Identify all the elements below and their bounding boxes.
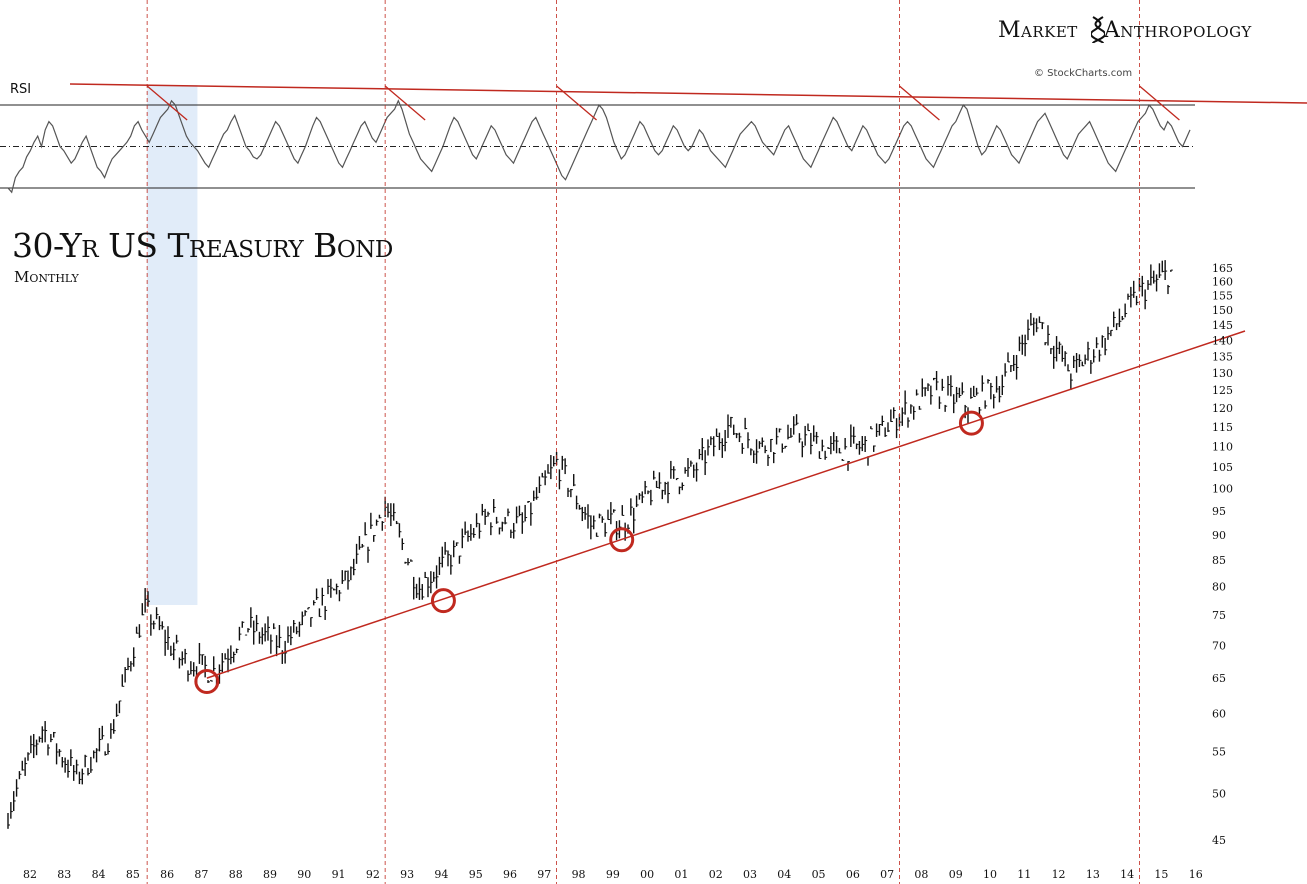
rsi-peak-line-2015 — [1139, 85, 1180, 121]
x-tick-label: 00 — [640, 868, 654, 881]
x-tick-label: 94 — [434, 868, 448, 881]
rsi-peak-line-1993 — [384, 85, 426, 121]
y-tick-label: 50 — [1212, 788, 1226, 801]
x-tick-label: 01 — [674, 868, 688, 881]
x-tick-label: 08 — [914, 868, 928, 881]
y-tick-label: 75 — [1212, 609, 1226, 622]
credit-label: © StockCharts.com — [1034, 68, 1133, 79]
y-tick-label: 110 — [1212, 441, 1233, 454]
x-tick-label: 15 — [1154, 868, 1168, 881]
rsi-trendline — [69, 83, 1307, 104]
x-tick-label: 82 — [23, 868, 37, 881]
y-tick-label: 150 — [1212, 304, 1233, 317]
x-tick-label: 87 — [194, 868, 208, 881]
low-marker-1 — [430, 588, 456, 614]
rsi-peak-line-1998 — [556, 85, 597, 121]
brand-right: Anthropology — [1103, 18, 1252, 43]
x-tick-label: 88 — [229, 868, 243, 881]
y-tick-label: 85 — [1212, 554, 1226, 567]
trendlines — [69, 83, 1307, 695]
y-tick-label: 165 — [1212, 262, 1233, 275]
x-tick-label: 03 — [743, 868, 757, 881]
y-tick-label: 105 — [1212, 461, 1233, 474]
x-tick-label: 09 — [949, 868, 963, 881]
y-tick-label: 130 — [1212, 367, 1233, 380]
low-marker-2 — [609, 527, 635, 553]
y-tick-label: 60 — [1212, 707, 1226, 720]
x-tick-label: 04 — [777, 868, 791, 881]
price-panel — [7, 260, 1173, 829]
x-tick-label: 96 — [503, 868, 517, 881]
x-tick-label: 02 — [709, 868, 723, 881]
x-tick-label: 91 — [332, 868, 346, 881]
y-tick-label: 135 — [1212, 350, 1233, 363]
y-tick-label: 160 — [1212, 276, 1233, 289]
axes: 4550556065707580859095100105110115120125… — [23, 262, 1233, 881]
rsi-peak-line-2008 — [899, 85, 940, 121]
y-tick-label: 155 — [1212, 290, 1233, 303]
x-tick-label: 99 — [606, 868, 620, 881]
y-tick-label: 145 — [1212, 319, 1233, 332]
x-tick-label: 97 — [537, 868, 551, 881]
chart-title: 30-Yr US Treasury Bond — [12, 226, 393, 265]
x-tick-label: 07 — [880, 868, 894, 881]
x-tick-label: 84 — [92, 868, 106, 881]
low-marker-3 — [958, 410, 984, 436]
y-tick-label: 125 — [1212, 384, 1233, 397]
highlight-band — [147, 85, 198, 605]
x-tick-label: 06 — [846, 868, 860, 881]
x-tick-label: 92 — [366, 868, 380, 881]
y-tick-label: 45 — [1212, 834, 1226, 847]
x-tick-label: 14 — [1120, 868, 1134, 881]
y-tick-label: 95 — [1212, 505, 1226, 518]
dna-helix-icon — [1091, 16, 1105, 44]
x-tick-label: 83 — [57, 868, 71, 881]
rsi-series-line — [7, 99, 1191, 194]
x-tick-label: 89 — [263, 868, 277, 881]
y-tick-label: 115 — [1212, 421, 1233, 434]
y-tick-label: 120 — [1212, 402, 1233, 415]
rsi-peak-line-1986 — [146, 85, 188, 121]
y-tick-label: 140 — [1212, 334, 1233, 347]
x-tick-label: 13 — [1086, 868, 1100, 881]
x-tick-label: 05 — [812, 868, 826, 881]
chart-subtitle: Monthly — [14, 268, 79, 286]
brand-left: Market — [998, 18, 1078, 43]
y-tick-label: 65 — [1212, 672, 1226, 685]
y-tick-label: 55 — [1212, 746, 1226, 759]
y-tick-label: 80 — [1212, 581, 1226, 594]
vertical-markers — [146, 0, 1140, 884]
x-tick-label: 93 — [400, 868, 414, 881]
y-tick-label: 90 — [1212, 529, 1226, 542]
x-tick-label: 86 — [160, 868, 174, 881]
x-tick-label: 95 — [469, 868, 483, 881]
rsi-label: RSI — [10, 82, 32, 97]
x-tick-label: 98 — [572, 868, 586, 881]
x-tick-label: 11 — [1017, 868, 1031, 881]
highlight-band-rect — [147, 85, 198, 605]
low-marker-0 — [194, 669, 220, 695]
x-tick-label: 12 — [1052, 868, 1066, 881]
brand-logo: Market Anthropology — [998, 16, 1252, 44]
x-tick-label: 16 — [1189, 868, 1203, 881]
price-trendline — [206, 330, 1246, 679]
x-tick-label: 90 — [297, 868, 311, 881]
y-tick-label: 100 — [1212, 482, 1233, 495]
x-tick-label: 85 — [126, 868, 140, 881]
rsi-panel — [0, 99, 1195, 194]
x-tick-label: 10 — [983, 868, 997, 881]
y-tick-label: 70 — [1212, 639, 1226, 652]
